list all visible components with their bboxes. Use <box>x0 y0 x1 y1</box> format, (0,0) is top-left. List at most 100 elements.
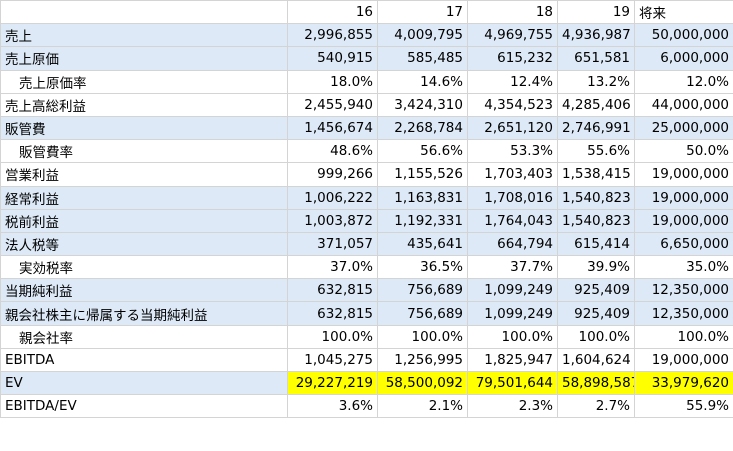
cell[interactable]: 12.4% <box>467 70 558 94</box>
cell[interactable]: 55.6% <box>557 139 635 164</box>
cell[interactable]: 615,232 <box>467 46 558 71</box>
cell[interactable]: 756,689 <box>377 301 468 326</box>
cell[interactable]: 25,000,000 <box>634 116 733 141</box>
cell[interactable]: 2,268,784 <box>377 116 468 141</box>
cell[interactable]: 1,006,222 <box>287 186 378 210</box>
row-label[interactable]: 販管費率 <box>0 139 288 164</box>
cell[interactable]: 999,266 <box>287 162 378 187</box>
row-label[interactable]: EV <box>0 371 288 396</box>
cell[interactable]: 6,000,000 <box>634 46 733 71</box>
cell[interactable]: 664,794 <box>467 232 558 257</box>
cell[interactable]: 53.3% <box>467 139 558 164</box>
cell[interactable]: 1,003,872 <box>287 209 378 233</box>
cell[interactable]: 37.0% <box>287 255 378 280</box>
cell[interactable]: 2,455,940 <box>287 93 378 117</box>
cell[interactable]: 12,350,000 <box>634 301 733 326</box>
cell[interactable]: 19,000,000 <box>634 209 733 233</box>
header-cell-future[interactable]: 将来 <box>634 0 733 25</box>
cell[interactable]: 19,000,000 <box>634 186 733 210</box>
cell[interactable]: 2.1% <box>377 394 468 419</box>
row-label[interactable]: EBITDA <box>0 348 288 373</box>
row-label[interactable]: 売上高総利益 <box>0 93 288 117</box>
cell[interactable]: 48.6% <box>287 139 378 164</box>
cell[interactable]: 39.9% <box>557 255 635 280</box>
cell[interactable]: 19,000,000 <box>634 348 733 373</box>
row-label[interactable]: EBITDA/EV <box>0 394 288 419</box>
cell[interactable]: 56.6% <box>377 139 468 164</box>
cell[interactable]: 100.0% <box>634 325 733 349</box>
cell[interactable]: 3,424,310 <box>377 93 468 117</box>
cell[interactable]: 756,689 <box>377 278 468 303</box>
row-label[interactable]: 売上原価率 <box>0 70 288 94</box>
cell[interactable]: 1,703,403 <box>467 162 558 187</box>
cell[interactable]: 4,354,523 <box>467 93 558 117</box>
cell[interactable]: 29,227,219 <box>287 371 378 396</box>
cell[interactable]: 50.0% <box>634 139 733 164</box>
cell[interactable]: 100.0% <box>377 325 468 349</box>
cell[interactable]: 585,485 <box>377 46 468 71</box>
header-cell-19[interactable]: 19 <box>557 0 635 25</box>
row-label[interactable]: 実効税率 <box>0 255 288 280</box>
row-label[interactable]: 経常利益 <box>0 186 288 210</box>
cell[interactable]: 1,764,043 <box>467 209 558 233</box>
cell[interactable]: 14.6% <box>377 70 468 94</box>
header-label-cell[interactable] <box>0 0 288 25</box>
cell[interactable]: 4,969,755 <box>467 23 558 48</box>
row-label[interactable]: 税前利益 <box>0 209 288 233</box>
cell[interactable]: 12,350,000 <box>634 278 733 303</box>
row-label[interactable]: 営業利益 <box>0 162 288 187</box>
cell[interactable]: 1,540,823 <box>557 186 635 210</box>
cell[interactable]: 79,501,644 <box>467 371 558 396</box>
cell[interactable]: 4,009,795 <box>377 23 468 48</box>
row-label[interactable]: 親会社率 <box>0 325 288 349</box>
cell[interactable]: 1,155,526 <box>377 162 468 187</box>
cell[interactable]: 100.0% <box>467 325 558 349</box>
cell[interactable]: 44,000,000 <box>634 93 733 117</box>
header-cell-17[interactable]: 17 <box>377 0 468 25</box>
cell[interactable]: 2,746,991 <box>557 116 635 141</box>
cell[interactable]: 35.0% <box>634 255 733 280</box>
cell[interactable]: 632,815 <box>287 278 378 303</box>
cell[interactable]: 1,540,823 <box>557 209 635 233</box>
row-label[interactable]: 売上 <box>0 23 288 48</box>
cell[interactable]: 1,825,947 <box>467 348 558 373</box>
cell[interactable]: 615,414 <box>557 232 635 257</box>
cell[interactable]: 2.7% <box>557 394 635 419</box>
cell[interactable]: 2,651,120 <box>467 116 558 141</box>
cell[interactable]: 19,000,000 <box>634 162 733 187</box>
cell[interactable]: 1,256,995 <box>377 348 468 373</box>
cell[interactable]: 1,099,249 <box>467 301 558 326</box>
cell[interactable]: 100.0% <box>557 325 635 349</box>
cell[interactable]: 371,057 <box>287 232 378 257</box>
cell[interactable]: 1,045,275 <box>287 348 378 373</box>
cell[interactable]: 1,456,674 <box>287 116 378 141</box>
cell[interactable]: 1,192,331 <box>377 209 468 233</box>
row-label[interactable]: 販管費 <box>0 116 288 141</box>
cell[interactable]: 435,641 <box>377 232 468 257</box>
cell[interactable]: 632,815 <box>287 301 378 326</box>
cell[interactable]: 58,898,587 <box>557 371 635 396</box>
cell[interactable]: 3.6% <box>287 394 378 419</box>
cell[interactable]: 1,604,624 <box>557 348 635 373</box>
cell[interactable]: 651,581 <box>557 46 635 71</box>
cell[interactable]: 1,538,415 <box>557 162 635 187</box>
cell[interactable]: 1,099,249 <box>467 278 558 303</box>
cell[interactable]: 55.9% <box>634 394 733 419</box>
row-label[interactable]: 親会社株主に帰属する当期純利益 <box>0 301 288 326</box>
header-cell-18[interactable]: 18 <box>467 0 558 25</box>
cell[interactable]: 100.0% <box>287 325 378 349</box>
cell[interactable]: 925,409 <box>557 301 635 326</box>
cell[interactable]: 1,163,831 <box>377 186 468 210</box>
cell[interactable]: 4,285,406 <box>557 93 635 117</box>
cell[interactable]: 36.5% <box>377 255 468 280</box>
cell[interactable]: 540,915 <box>287 46 378 71</box>
cell[interactable]: 4,936,987 <box>557 23 635 48</box>
cell[interactable]: 18.0% <box>287 70 378 94</box>
cell[interactable]: 1,708,016 <box>467 186 558 210</box>
cell[interactable]: 2,996,855 <box>287 23 378 48</box>
cell[interactable]: 2.3% <box>467 394 558 419</box>
cell[interactable]: 925,409 <box>557 278 635 303</box>
cell[interactable]: 33,979,620 <box>634 371 733 396</box>
cell[interactable]: 37.7% <box>467 255 558 280</box>
cell[interactable]: 12.0% <box>634 70 733 94</box>
